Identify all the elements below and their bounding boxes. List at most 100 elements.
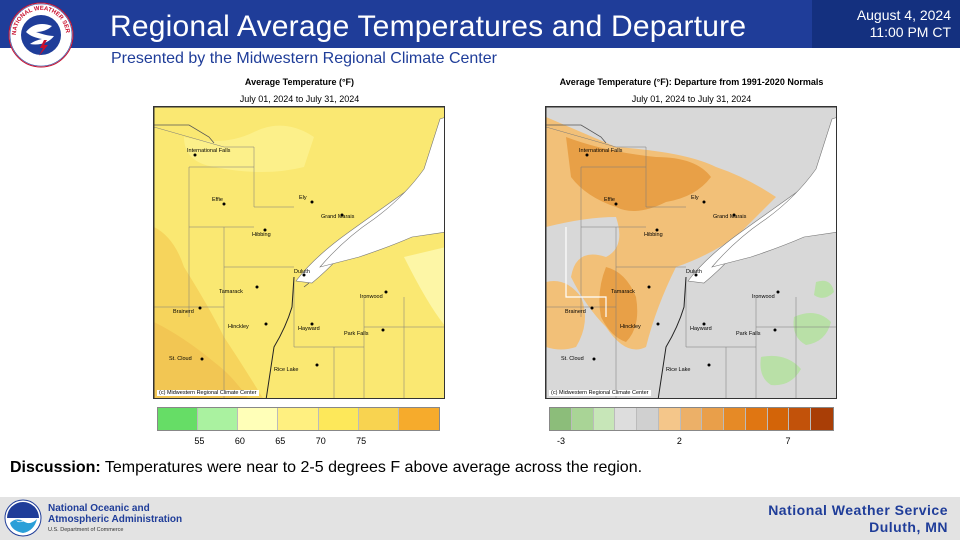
legend-tick-label: 75 [356,436,367,446]
legend-swatch [615,408,638,430]
city-marker [773,328,777,332]
city-label: Duluth [294,269,310,275]
date-text: August 4, 2024 [856,7,951,23]
legend-swatch [318,408,359,430]
city-marker [381,328,385,332]
city-label: Rice Lake [666,367,690,373]
legend-swatch [278,408,319,430]
noaa-name-line2: Atmospheric Administration [48,514,183,525]
city-label: Ironwood [360,294,383,300]
legend-swatch [745,408,768,430]
legend-swatch [398,408,439,430]
noaa-dept: U.S. Department of Commerce [48,527,124,533]
city-marker [340,213,344,217]
left-map-frame: International Falls Effie Ely Grand Marais H… [153,106,445,399]
legend-swatch [198,408,239,430]
right-map-legend [549,407,834,431]
legend-swatch [358,408,399,430]
city-marker [655,228,659,232]
legend-swatch [811,408,833,430]
right-departure-map: International Falls Effie Ely Grand Marais H… [546,107,836,398]
city-marker [193,153,197,157]
noaa-name-line1: National Oceanic and [48,503,150,514]
legend-swatch [789,408,812,430]
header: NATIONAL WEATHER SERVICE Regional Averag… [0,0,960,68]
legend-swatch [658,408,681,430]
legend-tick-label: -3 [557,436,566,446]
city-label: Hinckley [228,324,249,330]
city-marker [310,322,314,326]
office-line2: Duluth, MN [869,519,948,535]
city-marker [263,228,267,232]
legend-swatch [637,408,659,430]
legend-tick-label: 65 [275,436,286,446]
city-marker [732,213,736,217]
left-map-title: Average Temperature (°F) [244,77,355,87]
discussion-label: Discussion: [10,459,101,476]
discussion-body: Temperatures were near to 2-5 degrees F … [100,459,643,476]
legend-tick-label: 55 [194,436,205,446]
city-label: International Falls [579,148,623,154]
legend-swatch [724,408,746,430]
city-label: Grand Marais [713,214,747,220]
legend-swatch [680,408,703,430]
city-marker [222,202,226,206]
city-label: Duluth [686,269,702,275]
legend-swatch [550,408,572,430]
city-label: Grand Marais [321,214,355,220]
left-map-panel: Average Temperature (°F) July 01, 2024 t… [152,74,447,446]
city-marker [198,306,202,310]
left-map-copyright: (c) Midwestern Regional Climate Center [157,390,259,396]
city-marker [776,290,780,294]
discussion-text: Discussion: Temperatures were near to 2-… [10,459,642,477]
left-map-range: July 01, 2024 to July 31, 2024 [239,94,360,104]
left-map-legend [157,407,440,431]
city-label: Ely [299,195,307,201]
city-label: Hibbing [644,232,663,238]
right-map-panel: Average Temperature (°F): Departure from… [544,74,839,446]
datetime-box: August 4, 2024 11:00 PM CT [812,0,960,48]
legend-swatch [702,408,725,430]
city-marker [694,273,698,277]
office-line1: National Weather Service [768,502,948,518]
city-marker [590,306,594,310]
city-marker [315,363,319,367]
city-label: Ely [691,195,699,201]
city-marker [264,322,268,326]
city-marker [656,322,660,326]
city-marker [585,153,589,157]
city-label: Hinckley [620,324,641,330]
legend-swatch [571,408,594,430]
city-label: Brainerd [173,309,194,315]
legend-tick-label: 60 [234,436,245,446]
city-marker [702,200,706,204]
right-map-range: July 01, 2024 to July 31, 2024 [631,94,752,104]
legend-swatch [238,408,279,430]
city-label: Tamarack [219,289,243,295]
right-map-frame: International Falls Effie Ely Grand Marais H… [545,106,837,399]
header-band [0,0,960,48]
city-label: Brainerd [565,309,586,315]
city-marker [200,357,204,361]
city-marker [302,273,306,277]
noaa-logo-icon [4,499,42,537]
legend-tick-label: 2 [676,436,682,446]
city-label: Park Falls [344,331,369,337]
city-label: Rice Lake [274,367,298,373]
footer: National Oceanic and Atmospheric Adminis… [0,497,960,540]
right-map-title: Average Temperature (°F): Departure from… [559,77,824,87]
city-label: Park Falls [736,331,761,337]
city-marker [384,290,388,294]
city-marker [310,200,314,204]
city-marker [614,202,618,206]
legend-swatch [593,408,616,430]
city-marker [592,357,596,361]
city-label: Hibbing [252,232,271,238]
left-temperature-map: International Falls Effie Ely Grand Marais H… [154,107,444,398]
nws-office: National Weather Service Duluth, MN [768,502,948,536]
city-marker [647,285,651,289]
time-text: 11:00 PM CT [869,24,951,40]
city-label: Effie [212,197,223,203]
city-label: Hayward [690,326,712,332]
legend-swatch [767,408,790,430]
